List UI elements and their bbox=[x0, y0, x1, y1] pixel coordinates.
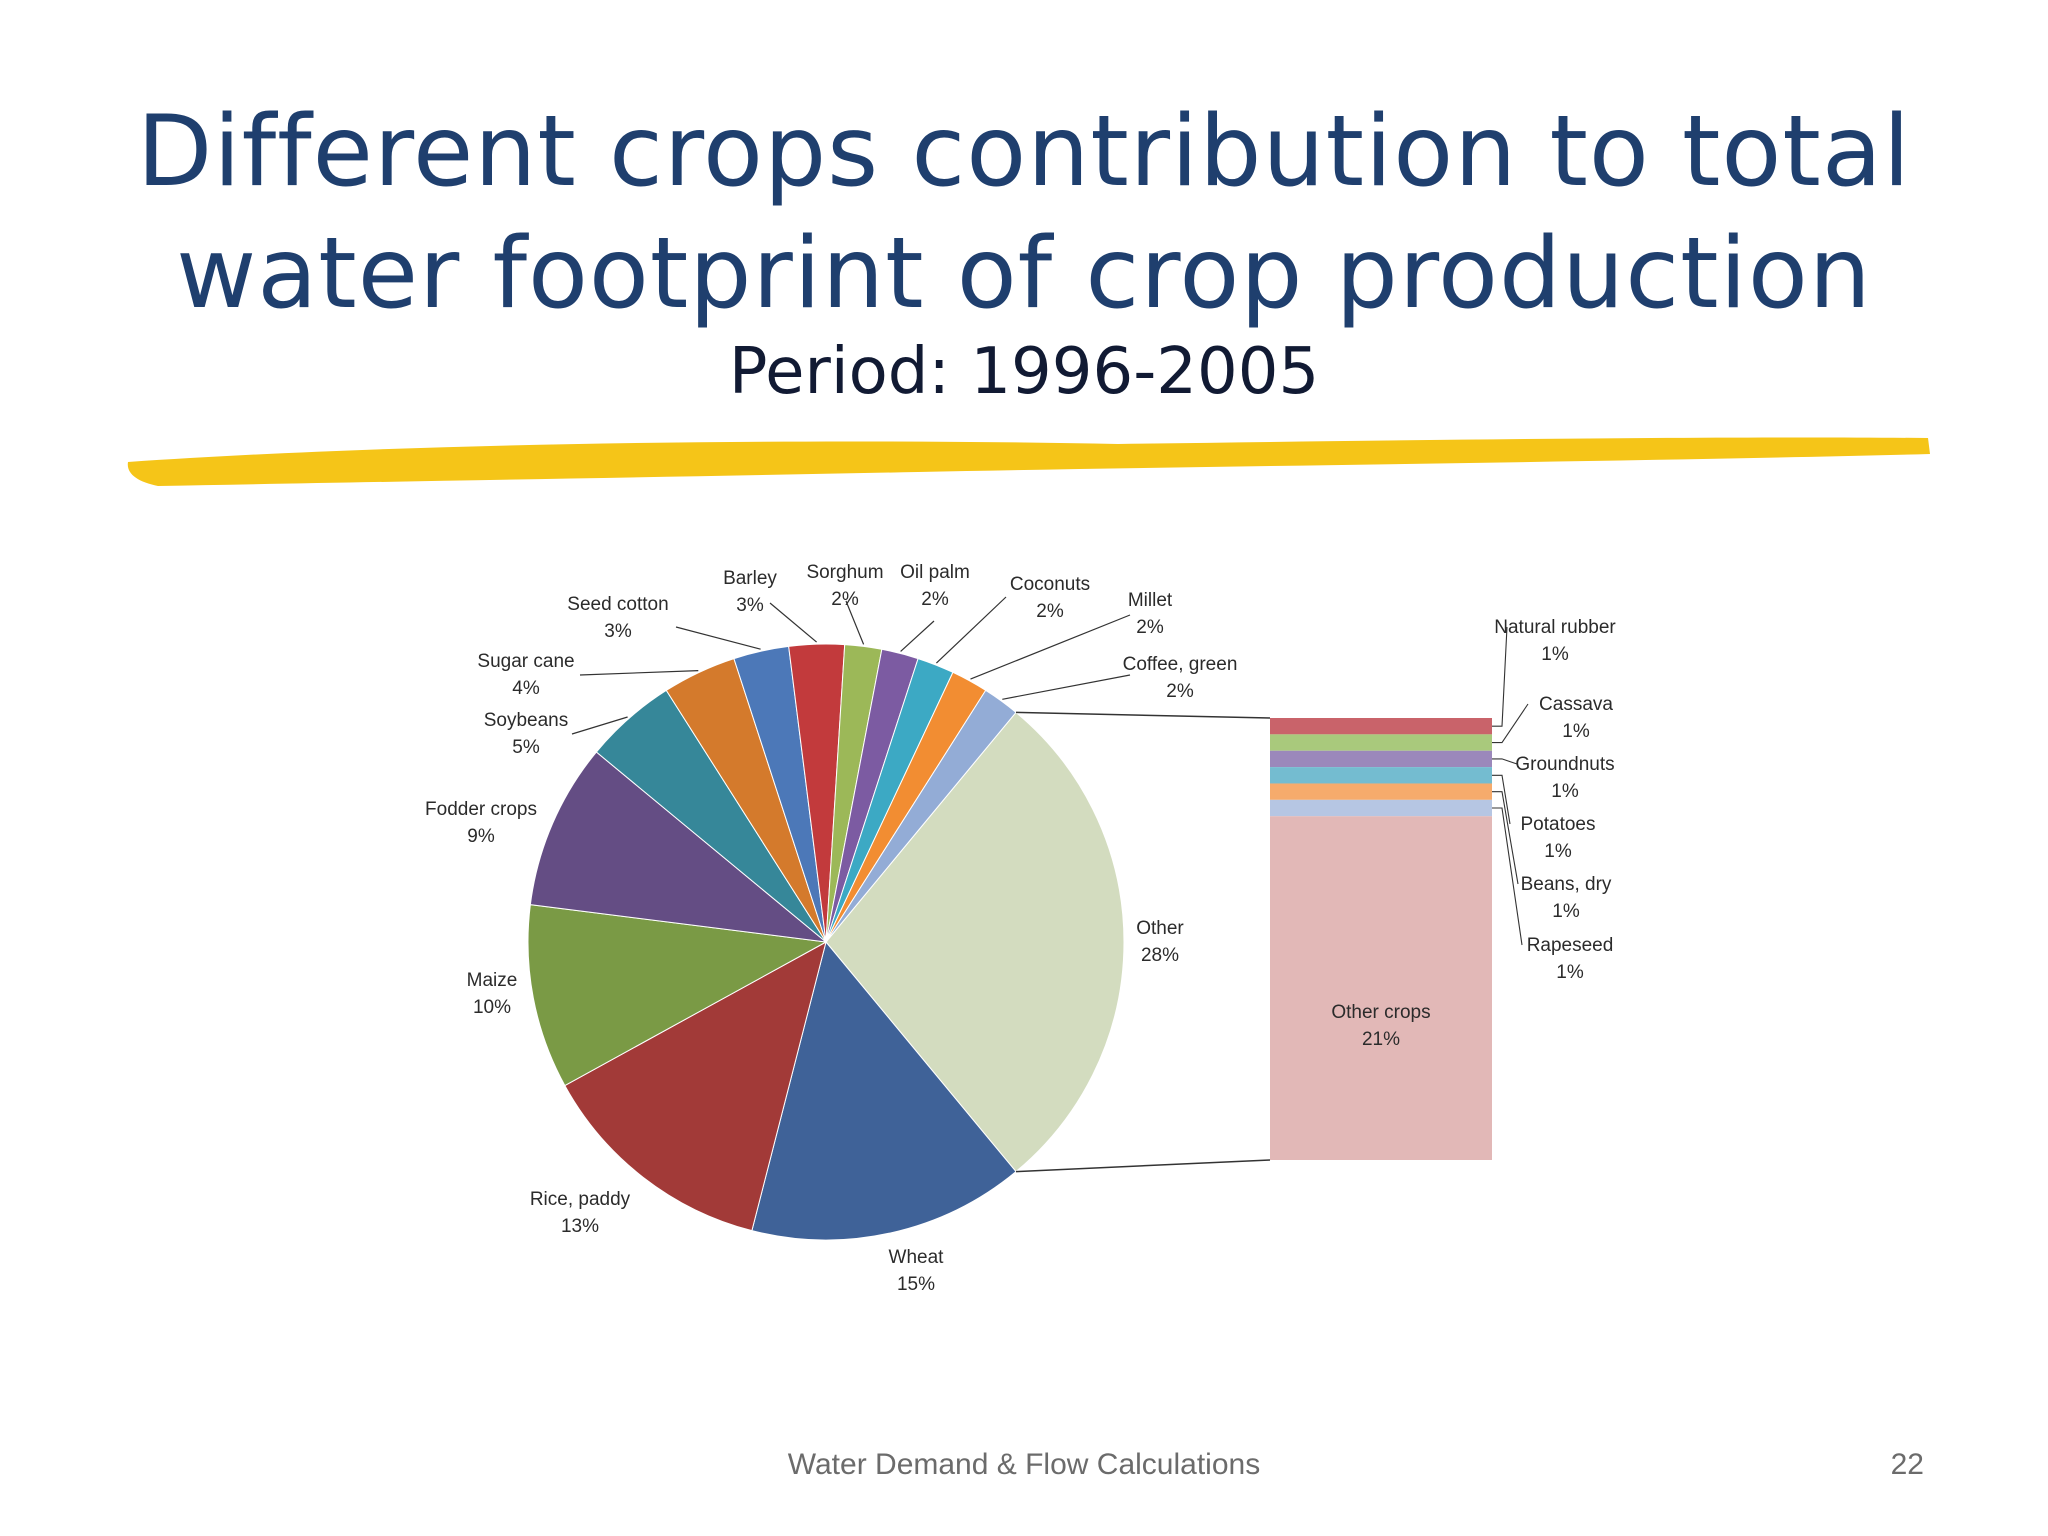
bar-value-cassava: 1% bbox=[1562, 721, 1590, 742]
leader-line-oil-palm bbox=[900, 620, 935, 652]
bar-label-other-crops: Other crops bbox=[1331, 1002, 1430, 1023]
bar-label-beans-dry: Beans, dry bbox=[1521, 874, 1612, 895]
pie-value-sorghum: 2% bbox=[831, 589, 859, 610]
bar-segment-other-crops bbox=[1270, 816, 1492, 1160]
leader-line-millet bbox=[970, 614, 1131, 680]
bar-value-beans-dry: 1% bbox=[1552, 901, 1580, 922]
bar-leader-cassava bbox=[1492, 703, 1529, 744]
pie-label-oil-palm: Oil palm bbox=[900, 562, 970, 583]
pie-slice-maize bbox=[527, 904, 828, 1087]
bar-label-potatoes: Potatoes bbox=[1521, 814, 1596, 835]
pie-value-millet: 2% bbox=[1136, 617, 1164, 638]
pie-label-soybeans: Soybeans bbox=[484, 710, 569, 731]
bar-segment-cassava bbox=[1270, 734, 1492, 751]
pie-slice-rice-paddy bbox=[564, 941, 827, 1232]
leader-line-barley bbox=[769, 602, 817, 643]
pie-chart bbox=[527, 643, 1125, 1241]
page-number: 22 bbox=[1890, 1448, 1924, 1481]
bar-label-cassava: Cassava bbox=[1539, 694, 1613, 715]
pie-value-sugar-cane: 4% bbox=[512, 678, 540, 699]
leader-line-coffee-green bbox=[1002, 674, 1131, 700]
pie-value-seed-cotton: 3% bbox=[604, 621, 632, 642]
bar-leader-natural-rubber bbox=[1492, 626, 1508, 727]
bar-leader-potatoes bbox=[1492, 774, 1511, 825]
pie-slice-other bbox=[825, 711, 1125, 1173]
connector-top bbox=[1015, 711, 1271, 719]
pie-slice-fodder-crops bbox=[529, 751, 828, 943]
pie-label-coconuts: Coconuts bbox=[1010, 574, 1090, 595]
pie-to-bar-connectors bbox=[1015, 711, 1271, 1173]
bar-segment-rapeseed bbox=[1270, 799, 1492, 817]
bar-segment-potatoes bbox=[1270, 767, 1492, 784]
pie-label-wheat: Wheat bbox=[889, 1247, 945, 1268]
pie-label-coffee-green: Coffee, green bbox=[1123, 654, 1238, 675]
pie-value-wheat: 15% bbox=[897, 1274, 935, 1295]
leader-line-seed-cotton bbox=[675, 626, 761, 650]
leader-line-soybeans bbox=[571, 716, 628, 735]
chart-labels: Other 28% Wheat 15% Rice, paddy 13% Maize 10% Fo… bbox=[425, 562, 1616, 1295]
bar-value-rapeseed: 1% bbox=[1556, 962, 1584, 983]
pie-value-fodder-crops: 9% bbox=[467, 826, 495, 847]
pie-slice-wheat bbox=[751, 940, 1017, 1241]
crop-water-footprint-chart: Other 28% Wheat 15% Rice, paddy 13% Maize 10% Fo… bbox=[425, 562, 1616, 1295]
pie-value-rice-paddy: 13% bbox=[561, 1216, 599, 1237]
leader-line-sorghum bbox=[845, 600, 865, 645]
bar-leader-groundnuts bbox=[1492, 758, 1518, 765]
bar-segment-natural-rubber bbox=[1270, 718, 1492, 735]
bar-leader-rapeseed bbox=[1492, 807, 1523, 946]
bar-value-natural-rubber: 1% bbox=[1541, 644, 1569, 665]
bar-leader-beans-dry bbox=[1492, 791, 1519, 885]
pie-label-seed-cotton: Seed cotton bbox=[567, 594, 668, 615]
bar-segment-groundnuts bbox=[1270, 750, 1492, 768]
pie-label-maize: Maize bbox=[467, 970, 518, 991]
pie-value-barley: 3% bbox=[736, 595, 764, 616]
pie-label-sorghum: Sorghum bbox=[806, 562, 883, 583]
bar-label-rapeseed: Rapeseed bbox=[1527, 935, 1614, 956]
slide-subtitle: Period: 1996-2005 bbox=[728, 335, 1320, 409]
slide-footer: Water Demand & Flow Calculations bbox=[787, 1448, 1261, 1481]
slide-title-line-2: water footprint of crop production bbox=[176, 217, 1872, 331]
connector-bottom bbox=[1015, 1159, 1271, 1173]
pie-value-oil-palm: 2% bbox=[921, 589, 949, 610]
bar-value-potatoes: 1% bbox=[1544, 841, 1572, 862]
highlight-stroke bbox=[127, 437, 1931, 486]
pie-label-other: Other bbox=[1136, 918, 1184, 939]
slide-title-line-1: Different crops contribution to total bbox=[136, 95, 1912, 209]
pie-label-millet: Millet bbox=[1128, 590, 1173, 611]
pie-value-soybeans: 5% bbox=[512, 737, 540, 758]
bar-value-other-crops: 21% bbox=[1362, 1029, 1400, 1050]
bar-label-groundnuts: Groundnuts bbox=[1515, 754, 1614, 775]
leader-line-coconuts bbox=[935, 596, 1007, 664]
pie-value-maize: 10% bbox=[473, 997, 511, 1018]
bar-segment-beans-dry bbox=[1270, 783, 1492, 800]
pie-value-coffee-green: 2% bbox=[1166, 681, 1194, 702]
bar-value-groundnuts: 1% bbox=[1551, 781, 1579, 802]
pie-slice-coffee-green bbox=[825, 689, 1017, 943]
bar-label-natural-rubber: Natural rubber bbox=[1494, 617, 1616, 638]
stacked-bar bbox=[1270, 718, 1492, 1160]
pie-label-sugar-cane: Sugar cane bbox=[477, 651, 574, 672]
leader-line-sugar-cane bbox=[579, 670, 699, 676]
pie-label-barley: Barley bbox=[723, 568, 777, 589]
pie-value-other: 28% bbox=[1141, 945, 1179, 966]
pie-value-coconuts: 2% bbox=[1036, 601, 1064, 622]
pie-label-rice-paddy: Rice, paddy bbox=[530, 1189, 631, 1210]
pie-label-fodder-crops: Fodder crops bbox=[425, 799, 537, 820]
